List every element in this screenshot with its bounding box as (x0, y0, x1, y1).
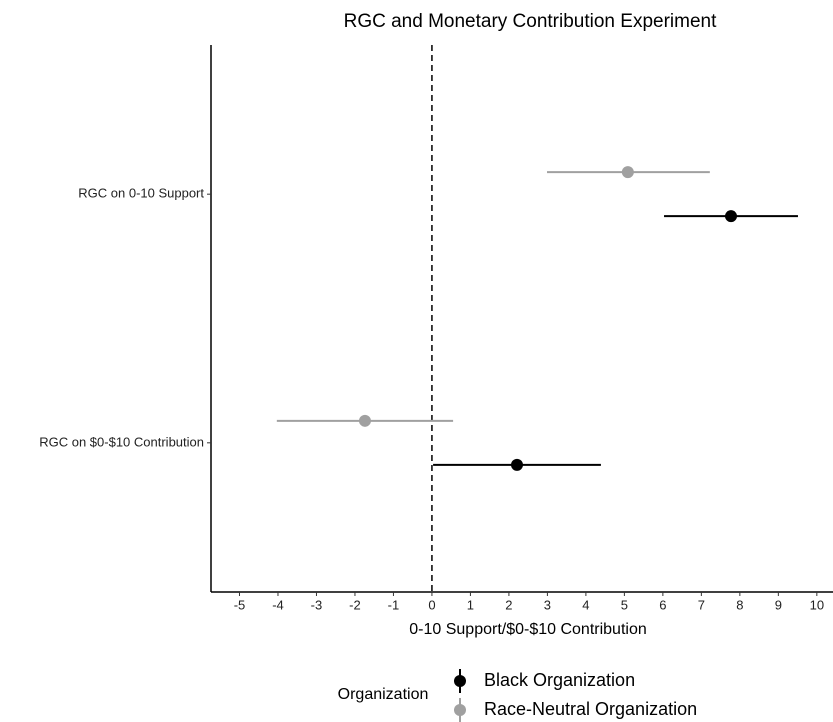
point (725, 210, 738, 223)
legend-title: Organization (338, 686, 429, 703)
x-tick-label: 5 (621, 597, 628, 612)
x-tick-label: 0 (428, 597, 435, 612)
x-tick-label: 2 (505, 597, 512, 612)
point (621, 166, 634, 179)
x-tick-label: 1 (467, 597, 474, 612)
x-tick-label: -5 (234, 597, 246, 612)
legend-label: Race-Neutral Organization (484, 699, 697, 719)
x-tick-label: -2 (349, 597, 361, 612)
point (358, 414, 371, 427)
x-tick-label: -3 (311, 597, 323, 612)
x-tick-label: -1 (388, 597, 400, 612)
legend-glyph-dot (454, 704, 466, 716)
legend-glyph-dot (454, 675, 466, 687)
x-tick-label: -4 (272, 597, 284, 612)
x-tick-label: 7 (698, 597, 705, 612)
x-axis-label: 0-10 Support/$0-$10 Contribution (409, 621, 647, 638)
point (510, 458, 523, 471)
chart-title: RGC and Monetary Contribution Experiment (344, 11, 718, 32)
x-tick-label: 3 (544, 597, 551, 612)
x-tick-label: 4 (582, 597, 589, 612)
x-tick-label: 8 (736, 597, 743, 612)
legend-label: Black Organization (484, 670, 635, 690)
y-tick-label: RGC on $0-$10 Contribution (39, 434, 204, 449)
x-tick-label: 6 (659, 597, 666, 612)
x-tick-label: 10 (810, 597, 824, 612)
x-tick-label: 9 (775, 597, 782, 612)
y-tick-label: RGC on 0-10 Support (78, 186, 204, 201)
